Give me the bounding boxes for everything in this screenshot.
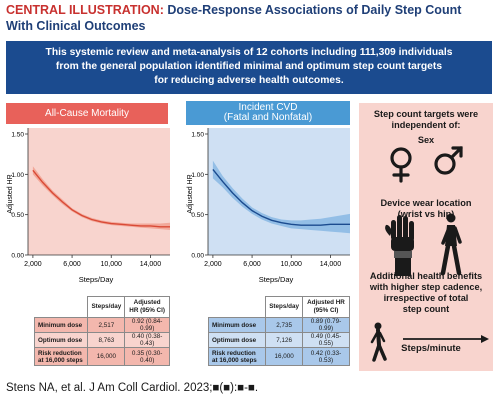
walking-cadence-icon — [370, 322, 387, 362]
table-cell: 0.92 (0.84-0.99) — [124, 317, 170, 333]
table-cell: 16,000 — [265, 347, 303, 366]
table-cell: Risk reduction at 16,000 steps — [33, 347, 89, 366]
sex-label: Sex — [417, 135, 435, 145]
cvd-y-tick-label: 1.00 — [191, 172, 204, 179]
wear-location-text: Device wear location (wrist vs hip) — [359, 198, 493, 220]
wear-location-line2: (wrist vs hip) — [397, 209, 455, 219]
male-symbol-icon — [434, 146, 463, 175]
table-cell: 8,763 — [87, 332, 126, 348]
mortality-x-tick-label: 2,000 — [24, 261, 42, 268]
mortality-table: Steps/day Adjusted HR (95% CI) Minimum d… — [33, 296, 170, 366]
table-cell: Optimum dose — [207, 332, 267, 348]
cvd-hr-line — [212, 169, 350, 226]
table-cell: 2,735 — [265, 317, 303, 333]
table-cell: 0.35 (0.30-0.40) — [124, 347, 170, 366]
table-header-row: Steps/day Adjusted HR (95% CI) — [34, 296, 170, 318]
mortality-y-tick-label: 0.50 — [11, 212, 24, 219]
cvd-y-tick-label: 1.50 — [191, 132, 204, 139]
cvd-panel-title-line2: (Fatal and Nonfatal) — [223, 112, 313, 123]
title-label: CENTRAL ILLUSTRATION: — [6, 3, 164, 17]
mortality-x-axis-label: Steps/Day — [79, 275, 114, 284]
table-row: Optimum dose 8,763 0.40 (0.38-0.43) — [33, 332, 170, 348]
mortality-x-tick-label: 6,000 — [63, 261, 81, 268]
cvd-x-tick-label: 10,000 — [281, 261, 303, 268]
independence-panel: Step count targets were independent of: … — [359, 103, 493, 371]
table-header-row: Steps/day Adjusted HR (95% CI) — [208, 296, 351, 318]
cvd-confidence-band — [212, 160, 350, 234]
cvd-y-tick-label: 0.00 — [191, 253, 204, 260]
table-cell: 7,126 — [265, 332, 303, 348]
cvd-x-tick-label: 14,000 — [320, 261, 342, 268]
benefit-text: Additional health benefits with higher s… — [359, 271, 493, 315]
female-symbol-icon — [390, 147, 412, 183]
mortality-x-tick-label: 10,000 — [101, 261, 123, 268]
summary-line-2: from the general population identified m… — [55, 61, 443, 72]
table-header-cell — [34, 296, 89, 318]
table-cell: 0.89 (0.79-0.99) — [301, 317, 351, 333]
title-text-line2: With Clinical Outcomes — [6, 19, 146, 33]
cvd-y-axis-label: Adjusted HR — [187, 174, 194, 213]
table-header-cell: Steps/day — [265, 296, 303, 318]
table-cell: Risk reduction at 16,000 steps — [207, 347, 267, 366]
table-cell: 2,517 — [87, 317, 126, 333]
independence-icons — [370, 146, 489, 362]
title-text-line1: Dose-Response Associations of Daily Step… — [167, 3, 462, 17]
wear-location-line1: Device wear location — [380, 198, 472, 208]
table-header-cell: Adjusted HR (95% CI) — [124, 296, 170, 318]
benefit-line2: with higher step cadence, — [369, 282, 483, 292]
summary-box: This systemic review and meta-analysis o… — [6, 41, 492, 94]
walking-person-icon — [440, 213, 462, 276]
table-cell: 16,000 — [87, 347, 126, 366]
benefit-line1: Additional health benefits — [369, 271, 483, 281]
mortality-chart: 1.50 1.00 0.50 0.00 2,000 6,000 10,000 14,000 A… — [6, 126, 171, 286]
cvd-chart-svg: 1.50 1.00 0.50 0.002,000 6,000 10,000 14,000 A… — [187, 128, 350, 284]
wrist-hand-icon — [385, 215, 414, 276]
mortality-confidence-band — [32, 166, 171, 230]
cvd-panel-title-line1: Incident CVD — [238, 102, 298, 113]
table-header-cell — [208, 296, 267, 318]
cvd-y-tick-label: 0.50 — [191, 212, 204, 219]
summary-line-3: for reducing adverse health outcomes. — [154, 75, 344, 86]
arrow-right-icon — [403, 335, 489, 343]
table-cell: Minimum dose — [33, 317, 89, 333]
cvd-chart: 1.50 1.00 0.50 0.00 2,000 6,000 10,000 14,000 A… — [186, 126, 351, 286]
independence-heading-line1: Step count targets were — [373, 109, 479, 119]
table-row: Risk reduction at 16,000 steps 16,000 0.… — [207, 347, 351, 366]
table-header-cell: Steps/day — [87, 296, 126, 318]
table-cell: 0.42 (0.33-0.53) — [301, 347, 351, 366]
table-header-cell: Adjusted HR (95% CI) — [301, 296, 351, 318]
table-row: Risk reduction at 16,000 steps 16,000 0.… — [33, 347, 170, 366]
table-cell: Optimum dose — [33, 332, 89, 348]
citation: Stens NA, et al. J Am Coll Cardiol. 2023… — [6, 382, 259, 394]
independence-heading-line2: independent of: — [391, 120, 461, 130]
cadence-label: Steps/minute — [401, 343, 461, 354]
table-cell: 0.40 (0.38-0.43) — [124, 332, 170, 348]
mortality-y-tick-label: 0.00 — [11, 253, 24, 260]
table-cell: Minimum dose — [207, 317, 267, 333]
cvd-panel-header: Incident CVD (Fatal and Nonfatal) — [186, 101, 350, 125]
independence-heading: Step count targets were independent of: — [359, 109, 493, 131]
mortality-panel-header: All-Cause Mortality — [6, 103, 168, 124]
mortality-x-tick-label: 14,000 — [140, 261, 162, 268]
table-cell: 0.49 (0.45-0.55) — [301, 332, 351, 348]
illustration-title: CENTRAL ILLUSTRATION: Dose-Response Asso… — [6, 2, 494, 34]
table-row: Minimum dose 2,517 0.92 (0.84-0.99) — [33, 317, 170, 333]
mortality-hr-line — [32, 169, 170, 228]
table-row: Optimum dose 7,126 0.49 (0.45-0.55) — [207, 332, 351, 348]
mortality-y-tick-label: 1.50 — [11, 132, 24, 139]
mortality-y-axis-label: Adjusted HR — [7, 174, 14, 213]
cvd-table: Steps/day Adjusted HR (95% CI) Minimum d… — [207, 296, 351, 366]
cvd-x-tick-label: 6,000 — [243, 261, 261, 268]
cvd-x-axis-label: Steps/Day — [259, 275, 294, 284]
benefit-line4: step count — [402, 304, 450, 314]
cvd-x-tick-label: 2,000 — [204, 261, 222, 268]
summary-line-1: This systemic review and meta-analysis o… — [45, 47, 453, 58]
table-row: Minimum dose 2,735 0.89 (0.79-0.99) — [207, 317, 351, 333]
mortality-panel-title: All-Cause Mortality — [45, 108, 129, 119]
mortality-chart-svg: 1.50 1.00 0.50 0.002,000 6,000 10,000 14,000 A… — [7, 128, 171, 284]
benefit-line3: irrespective of total — [383, 293, 469, 303]
mortality-y-tick-label: 1.00 — [11, 172, 24, 179]
